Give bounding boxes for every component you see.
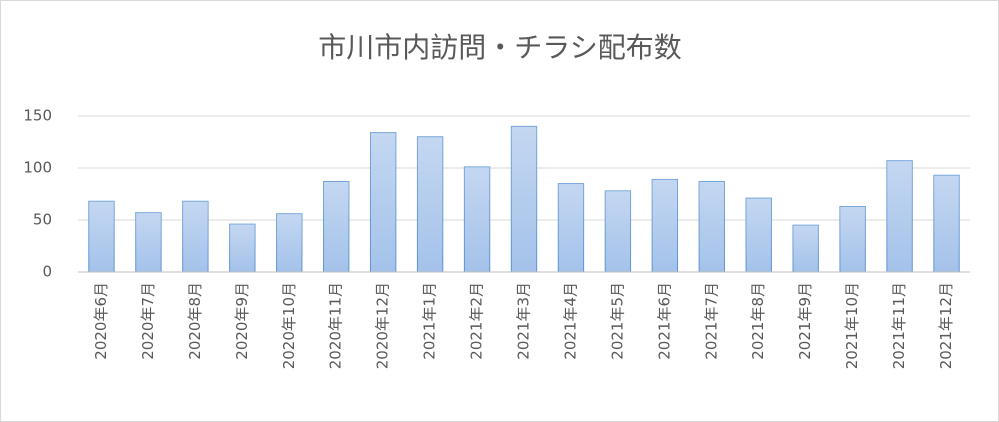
x-tick-label: 2021年1月 <box>421 282 439 360</box>
y-tick-label: 0 <box>42 263 52 281</box>
bar-shade <box>839 206 866 272</box>
y-tick-label: 150 <box>23 107 52 125</box>
x-tick-label: 2020年11月 <box>327 282 345 369</box>
x-tick-label: 2020年12月 <box>374 282 392 369</box>
x-tick-label: 2021年11月 <box>890 282 908 369</box>
x-tick-label: 2020年7月 <box>139 282 157 360</box>
x-tick-label: 2021年9月 <box>796 282 814 360</box>
x-tick-label: 2020年6月 <box>92 282 110 360</box>
bar-shade <box>88 201 115 272</box>
x-tick-label: 2021年6月 <box>655 282 673 360</box>
x-tick-label: 2021年10月 <box>843 282 861 369</box>
x-tick-label: 2020年10月 <box>280 282 298 369</box>
bar-shade <box>135 212 162 272</box>
x-tick-label: 2020年8月 <box>186 282 204 360</box>
bar-shade <box>746 198 772 272</box>
chart-title: 市川市内訪問・チラシ配布数 <box>318 31 681 64</box>
y-tick-label: 100 <box>23 159 52 177</box>
bar-shade <box>511 126 537 273</box>
x-tick-label: 2021年12月 <box>937 282 955 369</box>
bar-shade <box>276 213 302 272</box>
x-tick-label: 2021年4月 <box>561 282 579 360</box>
bar-shade <box>229 224 255 272</box>
x-tick-label: 2021年2月 <box>468 282 486 360</box>
x-tick-label: 2020年9月 <box>233 282 251 360</box>
bar-shade <box>605 190 631 272</box>
bar-shade <box>182 201 209 272</box>
bar-shade <box>417 136 443 272</box>
bar-shade <box>464 166 490 272</box>
bar-shade <box>558 183 584 272</box>
bar-shade <box>886 160 913 272</box>
bar-shade <box>933 175 960 272</box>
bar-shade <box>793 225 819 272</box>
bar-shade <box>652 179 678 272</box>
bar-shade <box>699 181 725 272</box>
bar-shade <box>370 132 396 272</box>
x-tick-label: 2021年7月 <box>702 282 720 360</box>
x-tick-label: 2021年5月 <box>608 282 626 360</box>
bar-shade <box>323 181 349 272</box>
x-tick-label: 2021年8月 <box>749 282 767 360</box>
x-tick-label: 2021年3月 <box>515 282 533 360</box>
y-tick-label: 50 <box>33 211 52 229</box>
